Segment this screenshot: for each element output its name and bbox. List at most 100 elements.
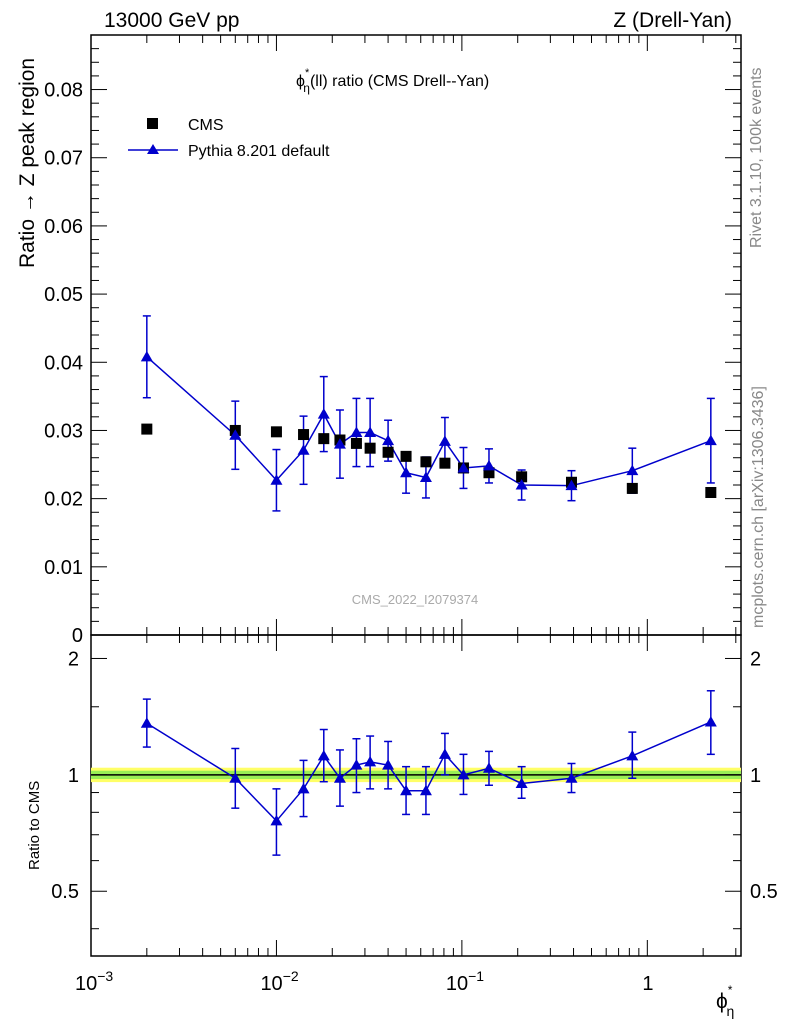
ratio-y-tick-label: 0.5 [51,881,79,903]
ratio-y-tick-label-right: 0.5 [750,881,778,903]
main-y-tick-label: 0.07 [44,148,83,170]
xlabel-eta: η [726,1003,734,1019]
pythia-point [364,426,377,437]
title-eta: η [303,81,310,95]
pythia-point [438,435,451,446]
cms-point [382,446,394,458]
main-plot-title: ϕ* η(ll) ratio (CMS Drell--Yan) [296,67,489,95]
x-tick-label: 10−2 [260,968,298,995]
main-data-layer [140,315,717,512]
header-right: Z (Drell-Yan) [613,9,732,32]
pythia-point [317,408,330,419]
ratio-point [382,759,395,770]
ratio-y-tick-label: 2 [68,648,79,670]
pythia-point [565,479,578,491]
ratio-point [350,759,363,770]
pythia-point [400,466,413,478]
ratio-panel-frame [90,634,742,957]
xlabel-phi: ϕ [716,990,728,1013]
pythia-point [457,461,470,473]
pythia-point [704,434,717,446]
mcplots-label: mcplots.cern.ch [arXiv:1306.3436] [750,386,767,628]
ratio-point [704,715,717,727]
cms-point [364,442,376,454]
pythia-point [482,459,495,471]
pythia-point [419,471,432,482]
main-y-tick-label: 0.08 [44,80,83,102]
rivet-label: Rivet 3.1.10, 100k events [748,67,765,248]
ratio-point [297,782,310,794]
cms-point [298,429,310,441]
ratio-point [270,814,283,826]
pythia-point [515,479,528,490]
x-tick-label-base: 10 [446,973,468,995]
legend-pythia-marker [147,144,159,154]
x-tick-label: 1 [642,973,653,995]
cms-point [350,437,362,449]
cms-point [270,426,282,438]
main-ylabel: Ratio → Z peak region [16,58,39,268]
ratio-y-tick-label: 1 [68,765,79,787]
pythia-line [146,356,712,487]
ratio-point [140,717,153,728]
x-tick-label-base: 1 [642,973,653,995]
cms-point [516,471,528,483]
ratio-y-tick-label-right: 2 [750,648,761,670]
title-phi: ϕ [296,73,305,90]
main-y-tick-label: 0.04 [44,352,83,374]
analysis-watermark: CMS_2022_I2079374 [352,592,479,607]
title-rest: (ll) ratio (CMS Drell--Yan) [310,73,489,90]
ratio-line [146,721,712,823]
pythia-point [350,426,363,437]
x-tick-label: 10−3 [75,968,113,995]
legend: CMS Pythia 8.201 default [128,117,330,160]
x-tick-label-base: 10 [75,973,97,995]
ratio-point [626,749,639,761]
legend-cms-label: CMS [188,117,224,134]
main-y-tick-label: 0.01 [44,557,83,579]
x-tick-label-exp: −1 [468,968,484,984]
cms-point [439,457,451,469]
header-left: 13000 GeV pp [104,9,239,32]
pythia-point [297,444,310,455]
ratio-ylabel: Ratio to CMS [26,781,43,870]
main-y-tick-label: 0.05 [44,284,83,306]
pythia-point [382,434,395,446]
ratio-point [419,784,432,796]
pythia-point [229,429,242,440]
xlabel-star: * [728,983,733,997]
ratio-point [364,755,377,767]
x-tick-label-exp: −3 [97,968,113,984]
ratio-point [482,762,495,773]
main-y-tick-label: 0 [72,625,83,647]
pythia-point [140,350,153,362]
ratio-point [317,749,330,761]
ratio-point [565,772,578,783]
title-star: * [305,67,310,79]
ratio-point [457,768,470,780]
ratio-point [438,748,451,759]
main-y-tick-label: 0.06 [44,216,83,238]
legend-cms-marker [147,118,158,129]
main-y-tick-label: 0.03 [44,420,83,442]
ratio-band-layer [91,767,741,783]
cms-point [420,456,432,468]
pythia-point [626,464,639,476]
x-tick-label-exp: −2 [283,968,299,984]
cms-point [626,482,638,494]
pythia-point [333,438,346,449]
cms-point [705,487,717,498]
x-axis-title: ϕ* η [716,983,734,1019]
ratio-point [333,772,346,783]
ratio-point [400,784,413,796]
cms-point [483,467,495,479]
ratio-y-tick-label-right: 1 [750,765,761,787]
ratio-data-layer [140,690,717,856]
pythia-point [270,474,283,485]
cms-point [141,423,153,435]
legend-pythia-label: Pythia 8.201 default [188,143,330,160]
cms-point [400,450,412,462]
ratio-point [515,777,528,788]
ratio-point [229,772,242,783]
